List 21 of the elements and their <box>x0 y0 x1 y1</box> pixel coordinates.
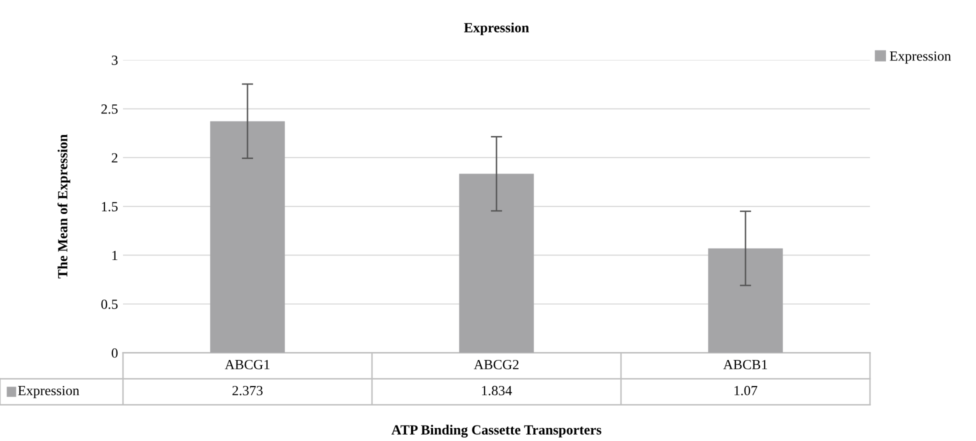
y-tick-label: 1.5 <box>102 202 118 212</box>
x-tick-label: ABCB1 <box>723 360 768 370</box>
y-tick-label: 1 <box>112 250 118 260</box>
y-tick-label: 0 <box>112 348 118 358</box>
text: Expression <box>18 386 80 398</box>
data-label: 1.07 <box>734 386 758 396</box>
y-tick-label: 2.5 <box>101 104 118 114</box>
bar <box>708 248 783 353</box>
y-tick-label: 2 <box>112 153 118 162</box>
data-label: 1.834 <box>482 386 512 396</box>
bar <box>210 121 285 353</box>
bar <box>459 174 534 353</box>
x-tick-label: ABCG1 <box>224 360 270 370</box>
x-axis-title: ATP Binding Cassette Transporters <box>391 424 602 438</box>
y-tick-label: 0.5 <box>101 300 118 310</box>
y-tick-label: 3 <box>112 56 118 65</box>
y-axis-title: The Mean of Expression <box>57 134 70 278</box>
chart-title: Expression <box>464 22 529 36</box>
data-label: 2.373 <box>232 386 263 396</box>
x-tick-label: ABCG2 <box>474 360 518 370</box>
legend-label: Expression <box>890 51 951 64</box>
